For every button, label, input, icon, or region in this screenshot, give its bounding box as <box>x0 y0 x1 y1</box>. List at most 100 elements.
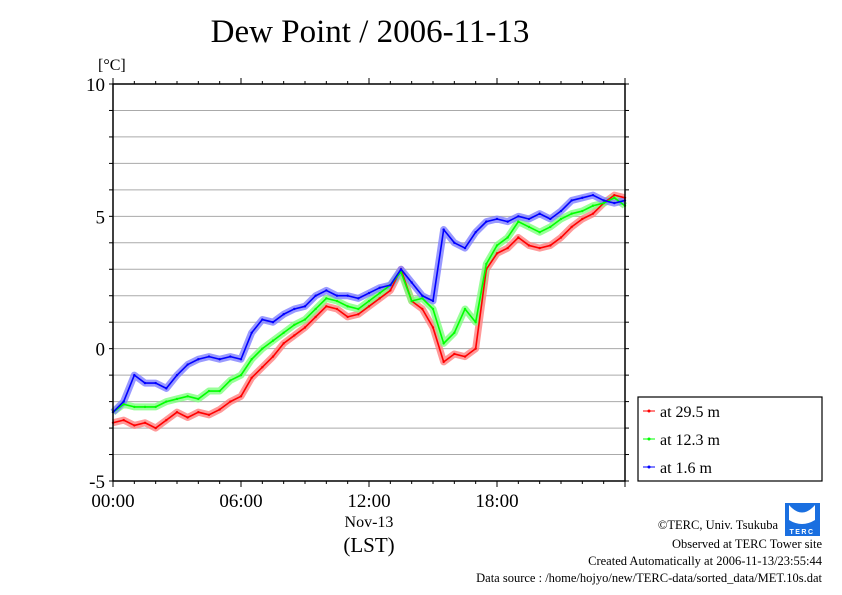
data-point <box>410 281 413 284</box>
x-tick-label: 00:00 <box>91 491 134 512</box>
data-point <box>239 395 243 398</box>
data-point <box>421 297 424 300</box>
data-point <box>453 331 456 334</box>
plot-frame <box>112 83 626 482</box>
data-point <box>506 246 509 250</box>
legend-marker <box>647 437 651 441</box>
x-tick-label: 12:00 <box>347 491 390 512</box>
data-point <box>250 331 253 334</box>
legend: at 29.5 m at 12.3 m at 1.6 m <box>637 396 823 482</box>
data-point <box>293 334 296 337</box>
data-point <box>282 313 285 316</box>
data-point <box>293 307 296 311</box>
data-point <box>389 283 392 287</box>
data-point <box>346 294 349 297</box>
data-point <box>474 347 477 350</box>
terc-logo: TERC <box>785 503 820 536</box>
data-point <box>559 217 563 221</box>
data-source-text: Data source : /home/hojyo/new/TERC-data/… <box>476 571 822 585</box>
data-point <box>165 400 168 403</box>
data-point <box>367 299 371 303</box>
y-tick-label: 10 <box>86 75 105 96</box>
data-point <box>581 217 584 221</box>
data-point <box>591 212 595 215</box>
data-point <box>293 323 296 327</box>
chart-title: Dew Point / 2006-11-13 <box>210 14 530 50</box>
y-tick-label: 0 <box>96 340 106 361</box>
data-point <box>442 228 445 231</box>
data-point <box>538 212 541 215</box>
data-point <box>399 268 403 271</box>
data-point <box>538 246 541 250</box>
data-point <box>346 315 349 319</box>
data-point <box>378 297 381 300</box>
data-point <box>175 373 179 377</box>
data-point <box>261 347 264 350</box>
legend-marker <box>647 409 651 413</box>
data-point <box>485 220 488 223</box>
data-point <box>378 286 381 289</box>
data-point <box>154 405 157 409</box>
created-text: Created Automatically at 2006-11-13/23:5… <box>588 554 822 568</box>
legend-label: at 29.5 m <box>660 404 721 421</box>
copyright-text: ©TERC, Univ. Tsukuba <box>657 518 778 532</box>
data-point <box>239 373 243 377</box>
data-point <box>154 381 157 385</box>
data-point <box>122 418 125 422</box>
data-point <box>314 307 317 311</box>
data-point <box>271 355 275 358</box>
data-point <box>250 358 253 361</box>
data-point <box>581 209 584 213</box>
data-point <box>325 289 328 292</box>
data-point <box>143 381 147 385</box>
data-point <box>239 358 243 361</box>
series-scatter-band <box>110 194 628 415</box>
data-point <box>527 217 531 221</box>
data-point <box>335 294 339 297</box>
data-point <box>282 331 285 334</box>
data-point <box>186 363 189 366</box>
data-point <box>314 315 317 319</box>
y-tick-label: 5 <box>96 207 106 228</box>
data-point <box>335 299 339 303</box>
legend-label: at 12.3 m <box>660 432 721 449</box>
y-tick-label: -5 <box>89 472 105 493</box>
data-point <box>133 373 136 377</box>
data-point <box>591 204 595 207</box>
data-point <box>218 408 221 411</box>
data-point <box>549 217 552 221</box>
x-tick-label: 18:00 <box>475 491 518 512</box>
data-point <box>421 294 424 297</box>
data-point <box>549 225 552 229</box>
data-point <box>175 410 179 414</box>
data-point <box>207 389 211 393</box>
data-point <box>463 355 467 358</box>
data-point <box>602 199 605 202</box>
legend-marker <box>647 465 651 469</box>
data-point <box>133 424 136 427</box>
data-point <box>495 252 499 255</box>
data-point <box>517 215 520 218</box>
data-point <box>229 379 232 382</box>
data-point <box>346 305 349 308</box>
data-point <box>357 313 360 316</box>
data-point <box>431 307 435 311</box>
data-point <box>143 405 147 409</box>
data-point <box>314 294 317 297</box>
data-point <box>463 307 467 311</box>
data-point <box>485 262 488 266</box>
data-point <box>229 355 232 358</box>
data-point <box>570 225 573 229</box>
data-point <box>122 400 125 403</box>
data-point <box>517 236 520 239</box>
data-point <box>367 291 371 295</box>
data-point <box>570 212 573 215</box>
data-point <box>197 410 200 414</box>
data-point <box>271 321 275 324</box>
data-point <box>613 201 616 205</box>
data-point <box>325 297 328 300</box>
data-point <box>570 199 573 202</box>
data-point <box>431 326 435 329</box>
data-point <box>357 297 360 300</box>
